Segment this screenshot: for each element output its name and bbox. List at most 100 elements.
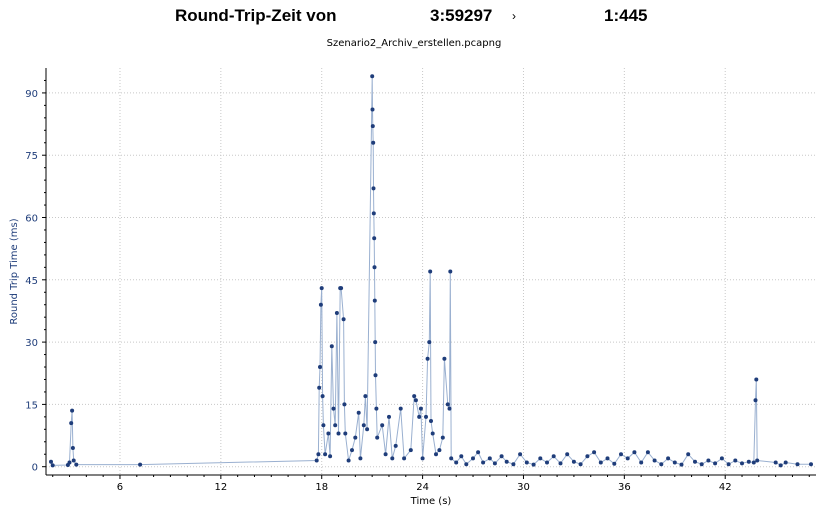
data-point[interactable] [740, 461, 744, 466]
data-point[interactable] [565, 452, 570, 457]
data-point[interactable] [370, 124, 375, 129]
data-point[interactable] [746, 459, 751, 464]
data-point[interactable] [138, 462, 143, 467]
data-point[interactable] [343, 431, 348, 436]
data-point[interactable] [74, 462, 79, 467]
data-point[interactable] [424, 414, 428, 419]
data-point[interactable] [374, 406, 379, 411]
data-point[interactable] [679, 462, 684, 467]
data-point[interactable] [370, 74, 375, 79]
data-point[interactable] [365, 427, 370, 432]
data-point[interactable] [464, 462, 469, 467]
data-point[interactable] [402, 456, 407, 461]
data-point[interactable] [487, 456, 492, 461]
data-point[interactable] [350, 448, 354, 453]
data-point[interactable] [339, 286, 344, 291]
data-point[interactable] [454, 460, 459, 465]
data-point[interactable] [71, 458, 76, 463]
data-point[interactable] [429, 419, 433, 423]
data-point[interactable] [319, 286, 324, 291]
data-point[interactable] [314, 458, 319, 463]
data-point[interactable] [578, 462, 583, 467]
data-point[interactable] [666, 456, 671, 461]
data-point[interactable] [398, 406, 403, 411]
data-point[interactable] [346, 458, 351, 463]
data-point[interactable] [372, 236, 377, 241]
data-point[interactable] [518, 452, 523, 457]
data-point[interactable] [372, 298, 377, 303]
data-point[interactable] [504, 459, 509, 464]
data-point[interactable] [625, 456, 630, 461]
data-point[interactable] [492, 461, 497, 466]
data-point[interactable] [598, 460, 603, 465]
data-point[interactable] [545, 460, 549, 465]
data-point[interactable] [551, 454, 556, 459]
data-point[interactable] [558, 461, 563, 466]
data-point[interactable] [645, 450, 650, 455]
data-point[interactable] [434, 452, 438, 457]
data-point[interactable] [639, 460, 644, 465]
data-point[interactable] [326, 431, 331, 436]
data-point[interactable] [531, 462, 536, 467]
data-point[interactable] [795, 462, 800, 467]
data-point[interactable] [612, 461, 617, 466]
data-point[interactable] [329, 344, 334, 349]
data-point[interactable] [342, 402, 347, 407]
data-point[interactable] [413, 398, 418, 403]
data-point[interactable] [420, 456, 425, 461]
data-point[interactable] [733, 458, 738, 463]
data-point[interactable] [70, 408, 75, 413]
data-point[interactable] [476, 450, 481, 455]
data-point[interactable] [619, 452, 623, 457]
data-point[interactable] [318, 302, 323, 307]
data-point[interactable] [371, 186, 376, 191]
data-point[interactable] [372, 265, 377, 270]
data-point[interactable] [499, 454, 504, 459]
data-point[interactable] [428, 269, 433, 274]
data-point[interactable] [437, 448, 442, 453]
data-point[interactable] [375, 435, 380, 440]
data-point[interactable] [445, 402, 450, 407]
data-point[interactable] [719, 456, 724, 461]
data-point[interactable] [447, 406, 452, 411]
data-point[interactable] [412, 394, 417, 399]
data-point[interactable] [356, 410, 361, 415]
data-point[interactable] [317, 385, 322, 390]
data-point[interactable] [328, 454, 333, 459]
data-point[interactable] [371, 140, 376, 145]
data-point[interactable] [693, 459, 697, 464]
data-point[interactable] [753, 398, 758, 403]
data-point[interactable] [754, 377, 759, 382]
data-point[interactable] [481, 460, 486, 465]
data-point[interactable] [387, 414, 391, 419]
data-point[interactable] [699, 462, 704, 467]
data-point[interactable] [773, 460, 778, 465]
data-point[interactable] [427, 340, 432, 345]
data-point[interactable] [706, 458, 711, 463]
data-point[interactable] [449, 456, 454, 461]
data-point[interactable] [778, 463, 783, 468]
data-point[interactable] [442, 356, 447, 361]
data-point[interactable] [363, 394, 368, 399]
data-point[interactable] [571, 459, 576, 464]
data-point[interactable] [471, 456, 475, 461]
data-point[interactable] [809, 462, 813, 467]
data-point[interactable] [418, 406, 423, 411]
data-point[interactable] [686, 452, 691, 457]
data-point[interactable] [659, 462, 664, 467]
data-point[interactable] [373, 340, 378, 345]
data-point[interactable] [380, 423, 385, 428]
data-point[interactable] [383, 452, 388, 457]
data-point[interactable] [755, 458, 760, 463]
data-point[interactable] [323, 452, 328, 457]
data-point[interactable] [390, 456, 395, 461]
data-point[interactable] [511, 462, 516, 467]
data-point[interactable] [726, 462, 731, 467]
data-point[interactable] [49, 459, 53, 464]
data-point[interactable] [320, 394, 325, 399]
data-point[interactable] [321, 423, 326, 428]
data-point[interactable] [538, 456, 543, 461]
data-point[interactable] [425, 356, 430, 361]
data-point[interactable] [417, 414, 422, 419]
data-point[interactable] [334, 311, 339, 315]
